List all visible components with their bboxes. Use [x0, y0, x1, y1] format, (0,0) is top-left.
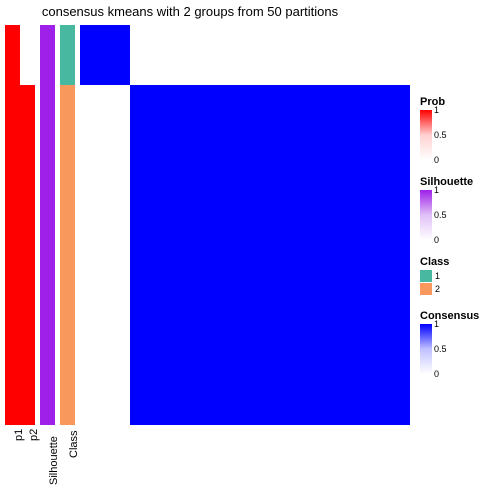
anno-segment	[20, 25, 35, 85]
anno-segment	[60, 85, 75, 425]
legend-item-label: 2	[435, 284, 440, 294]
heatmap-block	[80, 25, 130, 85]
legend-swatch	[420, 283, 432, 295]
heatmap-block	[130, 85, 411, 425]
legend-tick: 0.5	[434, 211, 447, 220]
legend-ticks: 10.50	[434, 190, 464, 240]
legend-item: 1	[420, 270, 500, 282]
anno-label-silhouette: Silhouette	[48, 436, 60, 485]
anno-col-p2	[20, 25, 35, 425]
heatmap-block	[130, 25, 411, 85]
legend-item: 2	[420, 283, 500, 295]
legend-tick: 0.5	[434, 345, 447, 354]
legend-title: Prob	[420, 96, 500, 108]
legend-title: Consensus	[420, 310, 500, 322]
legend-swatch	[420, 270, 432, 282]
legend-tick: 1	[434, 186, 439, 195]
anno-segment	[40, 25, 55, 425]
legend-tick: 0	[434, 156, 439, 165]
legend-gradient-bar	[420, 324, 432, 374]
legend-ticks: 10.50	[434, 324, 464, 374]
plot-title: consensus kmeans with 2 groups from 50 p…	[0, 4, 380, 19]
anno-col-silhouette	[40, 25, 55, 425]
anno-label-p1: p1	[13, 429, 25, 441]
legend-gradient-bar	[420, 110, 432, 160]
legend-tick: 0	[434, 236, 439, 245]
anno-col-class	[60, 25, 75, 425]
legend-class: Class 1 2	[420, 256, 500, 296]
anno-col-p1	[5, 25, 20, 425]
consensus-heatmap	[80, 25, 410, 425]
anno-label-p2: p2	[28, 429, 40, 441]
legend-title: Silhouette	[420, 176, 500, 188]
legend-prob: Prob 10.50	[420, 96, 500, 160]
legend-gradient-bar	[420, 190, 432, 240]
legend-silhouette: Silhouette 10.50	[420, 176, 500, 240]
anno-segment	[5, 85, 20, 425]
anno-segment	[5, 25, 20, 85]
anno-label-class: Class	[68, 430, 80, 458]
anno-segment	[20, 85, 35, 425]
heatmap-block	[80, 85, 130, 425]
legend-tick: 1	[434, 106, 439, 115]
legend-tick: 1	[434, 320, 439, 329]
anno-segment	[60, 25, 75, 85]
legend-title: Class	[420, 256, 500, 268]
legend-consensus: Consensus 10.50	[420, 310, 500, 374]
legend-ticks: 10.50	[434, 110, 464, 160]
legend-item-label: 1	[435, 271, 440, 281]
legend-tick: 0	[434, 370, 439, 379]
legend-tick: 0.5	[434, 131, 447, 140]
